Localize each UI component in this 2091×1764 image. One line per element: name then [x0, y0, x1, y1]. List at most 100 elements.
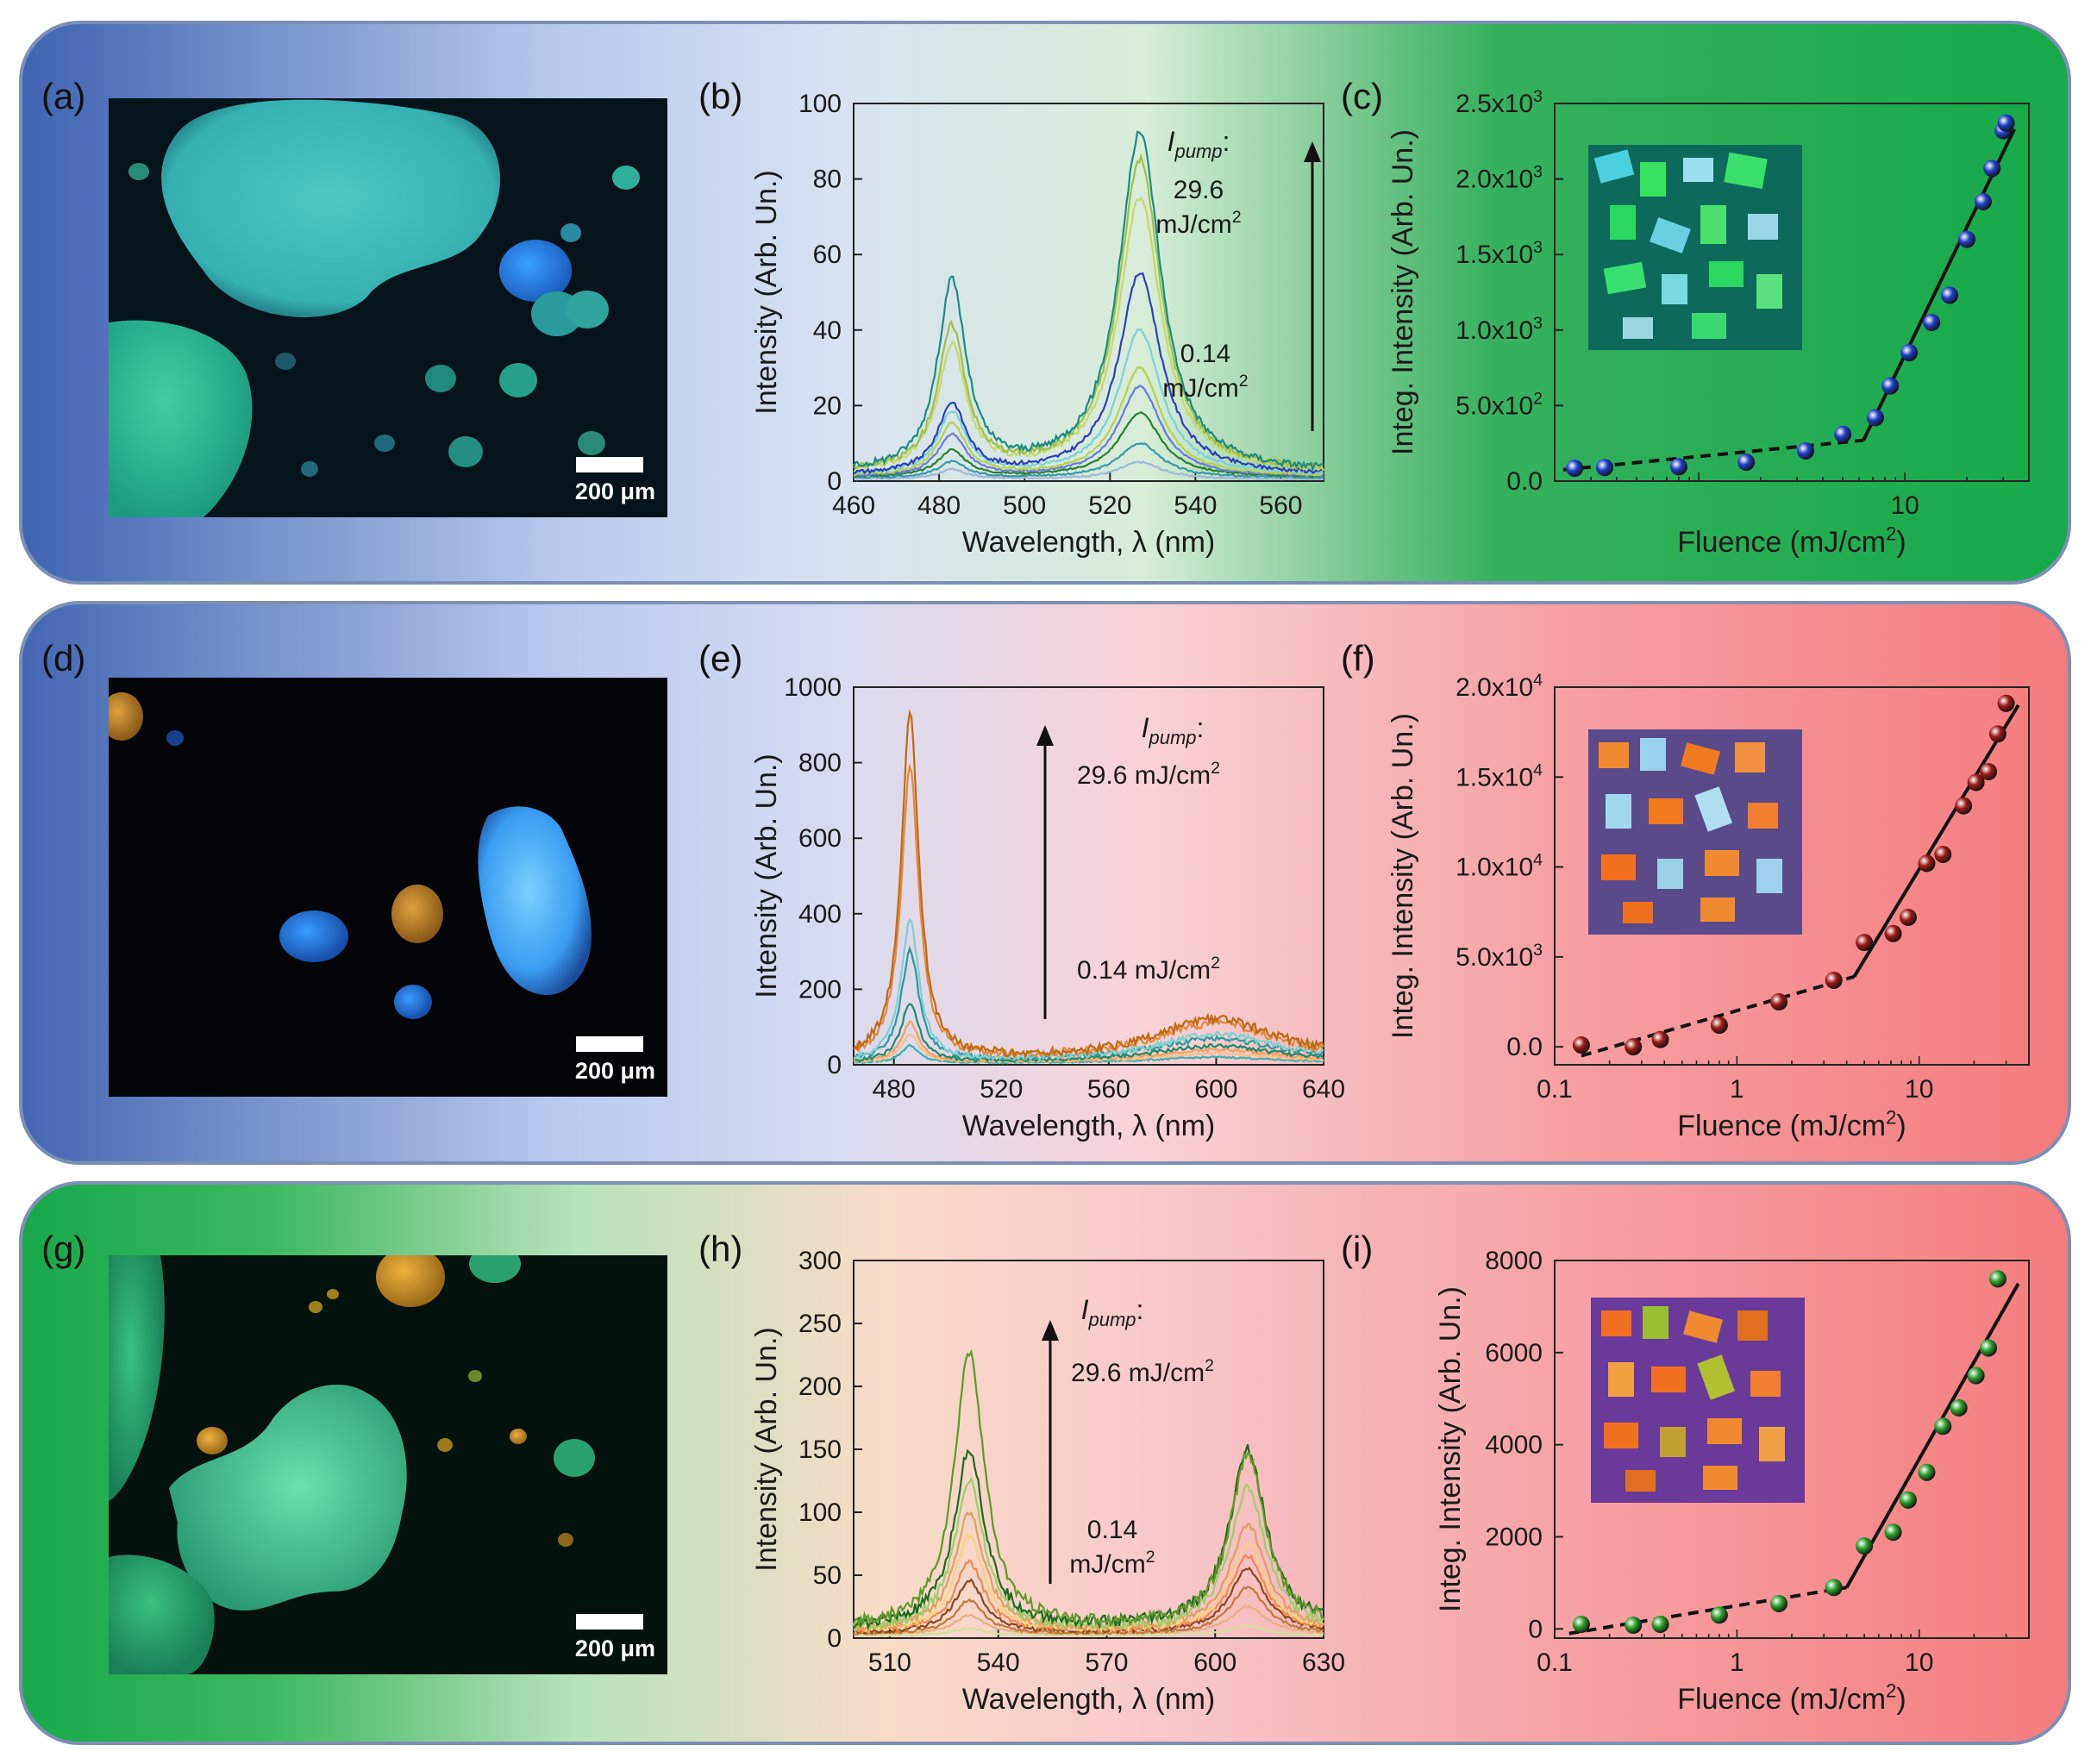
inset-photo-f-art	[1588, 729, 1802, 935]
y-tick-label: 2.5x103	[1456, 87, 1543, 118]
data-point	[1955, 797, 1973, 815]
x-axis-label: Wavelength, λ (nm)	[962, 526, 1216, 559]
annotation-low-value: 0.14 mJ/cm2	[1077, 954, 1220, 985]
y-tick-label: 0	[827, 467, 842, 496]
data-point	[1710, 1606, 1728, 1624]
panel-label-c: (c)	[1341, 76, 1383, 116]
micrograph-d: 200 μm	[109, 678, 667, 1097]
chart-e-group: 480 520 560 600 640 0 200 400 600 800 1000 Waveleng…	[750, 673, 1345, 1142]
data-point	[1572, 1615, 1590, 1633]
y-axis-label: Integ. Intensity (Arb. Un.)	[1434, 1286, 1467, 1612]
chart-h-group: 510 540 570 600 630 0 50 100 150 200 250 300 Wavelen…	[750, 1247, 1345, 1716]
spectrum-series	[853, 328, 1324, 475]
x-tick-label: 480	[917, 491, 961, 520]
data-point	[1825, 971, 1843, 989]
chart-b-frame	[853, 103, 1324, 482]
data-point	[1967, 1367, 1985, 1385]
y-tick-label: 0	[1528, 1615, 1543, 1643]
x-tick-label: 560	[1259, 491, 1302, 520]
inset-photo-i	[1591, 1298, 1805, 1503]
y-tick-label: 2000	[1485, 1523, 1543, 1551]
y-tick-label: 80	[813, 166, 842, 194]
y-axis-label: Intensity (Arb. Un.)	[750, 170, 783, 414]
data-point	[1625, 1038, 1643, 1056]
micrograph-g-art	[109, 1255, 667, 1674]
panel-label-g: (g)	[41, 1229, 86, 1269]
y-tick-label: 60	[813, 241, 842, 269]
y-tick-label: 0	[827, 1051, 842, 1079]
data-point	[1572, 1036, 1590, 1054]
x-tick-label: 0.1	[1537, 1648, 1573, 1677]
x-axis-label: Fluence (mJ/cm2)	[1677, 522, 1906, 559]
y-tick-label: 4000	[1485, 1431, 1543, 1460]
panel-label-a: (a)	[41, 76, 86, 116]
y-tick-label: 1.5x103	[1456, 238, 1543, 269]
x-axis-label: Wavelength, λ (nm)	[962, 1683, 1216, 1716]
fit-line-dashed	[1568, 1586, 1847, 1636]
y-tick-label: 20	[813, 391, 842, 420]
data-point	[1918, 854, 1936, 873]
scale-bar	[576, 1614, 643, 1630]
spectrum-series	[853, 1034, 1324, 1064]
data-point	[1900, 344, 1919, 362]
inset-photo-c	[1588, 145, 1802, 350]
y-tick-label: 100	[798, 1498, 842, 1527]
x-tick-label: 510	[868, 1648, 911, 1677]
spectrum-series	[852, 153, 1324, 471]
data-point	[1997, 694, 2015, 712]
spectrum-series	[853, 385, 1324, 478]
data-point	[1899, 1491, 1917, 1509]
panel-label-e: (e)	[698, 638, 743, 679]
data-point	[1967, 773, 1985, 791]
spectrum-series	[853, 196, 1324, 472]
fit-line-dashed	[1581, 974, 1855, 1058]
x-tick-label: 640	[1302, 1075, 1345, 1104]
annotation-low-unit: mJ/cm2	[1162, 372, 1248, 403]
panel-label-i: (i)	[1341, 1229, 1374, 1269]
data-point	[1669, 458, 1687, 476]
annotation-arrowhead	[1036, 725, 1054, 746]
scale-bar-label: 200 μm	[574, 1058, 655, 1084]
y-tick-label: 0.0	[1506, 467, 1543, 496]
y-axis-label: Integ. Intensity (Arb. Un.)	[1387, 129, 1419, 455]
data-point	[1958, 230, 1976, 248]
y-tick-label: 1.5x104	[1456, 760, 1543, 791]
y-tick-label: 5.0x103	[1456, 941, 1543, 972]
data-point	[1974, 192, 1992, 210]
data-point	[1941, 286, 1959, 304]
annotation-ipump: Ipump:	[1142, 712, 1205, 748]
annotation-high-value: 29.6 mJ/cm2	[1077, 759, 1220, 790]
spectrum-series	[852, 130, 1324, 472]
micrograph-g: 200 μm	[109, 1255, 667, 1674]
x-tick-label: 520	[980, 1075, 1023, 1104]
data-point	[1934, 845, 1952, 863]
panel-label-h: (h)	[698, 1229, 743, 1269]
annotation-ipump: Ipump:	[1081, 1294, 1144, 1330]
data-point	[1983, 160, 2001, 178]
scale-bar	[576, 1036, 643, 1052]
panel-label-f: (f)	[1341, 638, 1375, 679]
x-tick-label: 500	[1003, 491, 1046, 520]
y-tick-label: 600	[798, 824, 842, 853]
y-tick-label: 2.0x103	[1456, 163, 1543, 194]
annotation-high-unit: mJ/cm2	[1155, 208, 1241, 239]
annotation-high-value: 29.6	[1174, 176, 1224, 204]
y-tick-label: 150	[798, 1436, 842, 1464]
x-tick-label: 600	[1193, 1648, 1236, 1677]
data-point	[1884, 1523, 1902, 1542]
scale-bar-label: 200 μm	[574, 1636, 655, 1661]
data-point	[1997, 114, 2015, 132]
x-tick-label: 540	[977, 1648, 1020, 1677]
chart-c-group: 10 0.0 5.0x102 1.0x103 1.5x103 2.0x103 2.5x103…	[1387, 87, 2030, 559]
data-point	[1881, 377, 1900, 395]
data-point	[1834, 425, 1852, 443]
y-tick-label: 300	[798, 1247, 842, 1275]
x-tick-label: 520	[1088, 491, 1131, 520]
spectrum-series	[853, 1586, 1324, 1636]
data-point	[1980, 763, 1998, 781]
y-tick-label: 250	[798, 1310, 842, 1338]
data-point	[1825, 1579, 1843, 1597]
panel-label-b: (b)	[698, 76, 743, 116]
y-tick-label: 40	[813, 316, 842, 345]
